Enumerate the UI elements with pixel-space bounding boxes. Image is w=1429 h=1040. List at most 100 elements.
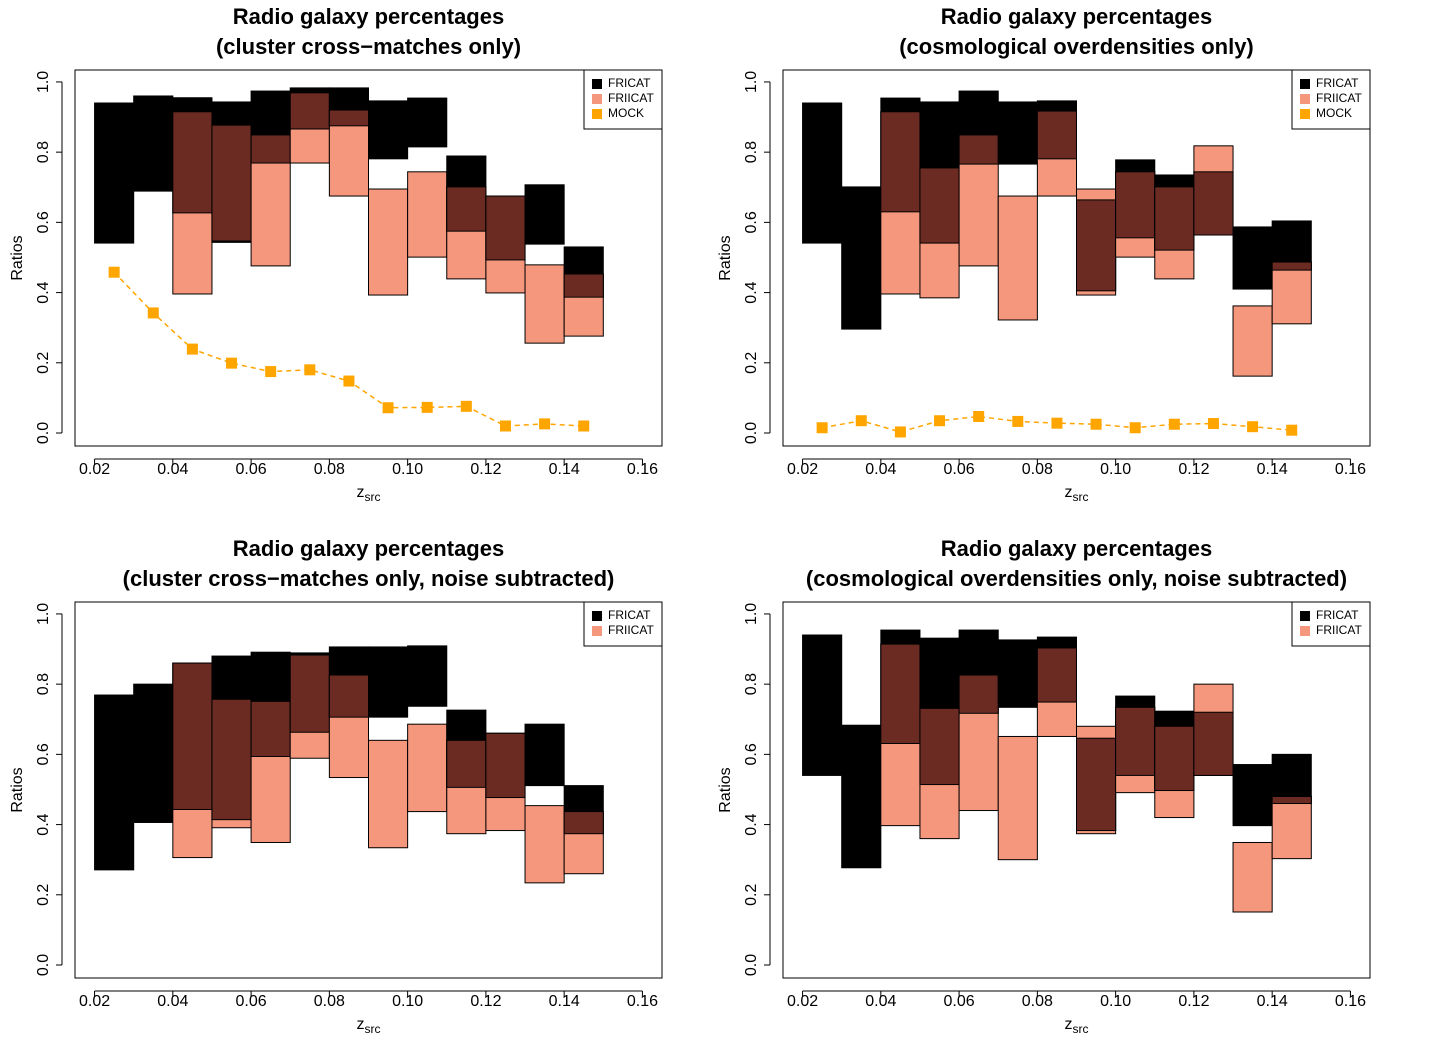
mock-point	[382, 402, 394, 414]
x-tick-label: 0.10	[392, 461, 423, 478]
y-tick-label: 0.6	[743, 743, 760, 765]
x-tick-label: 0.14	[1257, 461, 1288, 478]
x-axis-label-main: z	[357, 484, 365, 501]
x-axis-label-main: z	[1065, 1016, 1073, 1033]
overlap-bar	[1154, 725, 1195, 792]
overlap-bar	[1036, 110, 1078, 160]
overlap-bar	[958, 134, 999, 165]
x-tick-label: 0.10	[1100, 993, 1131, 1010]
y-tick-label: 0.0	[35, 954, 52, 976]
range-bar	[802, 634, 843, 776]
range-bar	[997, 101, 1038, 165]
range-bar	[407, 171, 448, 258]
x-tick-label: 0.12	[1178, 461, 1209, 478]
x-tick-label: 0.12	[470, 461, 501, 478]
legend-box	[1291, 601, 1371, 647]
legend-swatch	[592, 79, 602, 89]
overlap-bar	[563, 273, 604, 298]
range-bar	[133, 683, 174, 823]
range-bar	[524, 723, 565, 787]
range-bar	[407, 645, 448, 707]
x-tick-label: 0.10	[1100, 461, 1131, 478]
x-axis-label-sub: src	[365, 490, 381, 504]
y-tick-label: 0.0	[743, 954, 760, 976]
x-tick-label: 0.16	[1335, 993, 1366, 1010]
mock-line	[113, 271, 584, 427]
overlap-bar	[211, 698, 252, 821]
overlap-bar	[1115, 706, 1156, 776]
plot-box	[782, 601, 1371, 979]
plot-box	[74, 69, 663, 447]
legend-swatch	[592, 109, 602, 119]
overlap-bar	[172, 111, 213, 214]
chart-title: (cosmological overdensities only)	[899, 34, 1254, 59]
legend-swatch	[592, 626, 602, 636]
y-tick-label: 0.4	[35, 813, 52, 835]
x-tick-label: 0.04	[865, 993, 896, 1010]
mock-point	[1168, 418, 1180, 430]
y-tick-label: 0.6	[743, 211, 760, 233]
x-axis-label: zsrc	[1065, 1016, 1089, 1036]
legend-swatch	[1300, 94, 1310, 104]
x-axis-label-sub: src	[1073, 1022, 1089, 1036]
y-tick-label: 0.0	[35, 422, 52, 444]
legend-label: FRIICAT	[608, 623, 654, 637]
x-axis-label: zsrc	[357, 484, 381, 504]
x-tick-label: 0.08	[1022, 461, 1053, 478]
overlap-bar	[289, 92, 330, 130]
x-tick-label: 0.14	[549, 461, 580, 478]
range-bar	[524, 184, 565, 245]
chart-title: Radio galaxy percentages	[233, 536, 504, 561]
x-tick-label: 0.02	[79, 993, 110, 1010]
range-bar	[997, 735, 1038, 861]
mock-point	[265, 366, 277, 378]
x-tick-label: 0.08	[1022, 993, 1053, 1010]
y-axis-label: Ratios	[717, 767, 734, 812]
overlap-bar	[1193, 711, 1234, 776]
panel: Radio galaxy percentages (cluster cross−m…	[9, 4, 663, 504]
chart-title: (cluster cross−matches only, noise subtr…	[123, 566, 615, 591]
overlap-bar	[1076, 199, 1117, 292]
y-tick-label: 0.6	[35, 743, 52, 765]
chart-title: Radio galaxy percentages	[233, 4, 504, 29]
y-tick-label: 0.4	[743, 813, 760, 835]
range-bar	[368, 100, 409, 160]
y-tick-label: 0.8	[743, 141, 760, 163]
legend-label: FRICAT	[608, 608, 651, 622]
x-axis-label-sub: src	[365, 1022, 381, 1036]
x-tick-label: 0.06	[944, 993, 975, 1010]
legend-swatch	[1300, 109, 1310, 119]
overlap-bar	[1115, 171, 1156, 239]
mock-point	[1207, 418, 1219, 430]
mock-point	[499, 420, 511, 432]
mock-point	[1129, 422, 1141, 434]
range-bar	[1232, 764, 1273, 827]
y-tick-label: 0.8	[35, 141, 52, 163]
x-tick-label: 0.06	[236, 461, 267, 478]
range-bar	[524, 264, 565, 344]
overlap-bar	[485, 732, 526, 799]
y-tick-label: 0.2	[35, 352, 52, 374]
x-tick-label: 0.02	[79, 461, 110, 478]
range-bar	[1232, 305, 1273, 377]
mock-point	[186, 343, 198, 355]
mock-point	[855, 415, 867, 427]
y-tick-label: 0.8	[743, 673, 760, 695]
plot-box	[74, 601, 663, 979]
overlap-bar	[328, 109, 370, 127]
y-tick-label: 0.2	[743, 352, 760, 374]
range-bar	[802, 102, 843, 244]
range-bar	[368, 188, 409, 296]
range-bar	[133, 95, 174, 192]
x-axis-label-main: z	[1065, 484, 1073, 501]
range-bar	[368, 646, 409, 718]
x-tick-label: 0.12	[1178, 993, 1209, 1010]
mock-point	[1247, 421, 1259, 433]
legend-label: FRICAT	[608, 76, 651, 90]
y-tick-label: 1.0	[743, 71, 760, 93]
y-tick-label: 0.2	[35, 884, 52, 906]
overlap-bar	[1154, 186, 1195, 251]
range-bar	[407, 723, 448, 813]
